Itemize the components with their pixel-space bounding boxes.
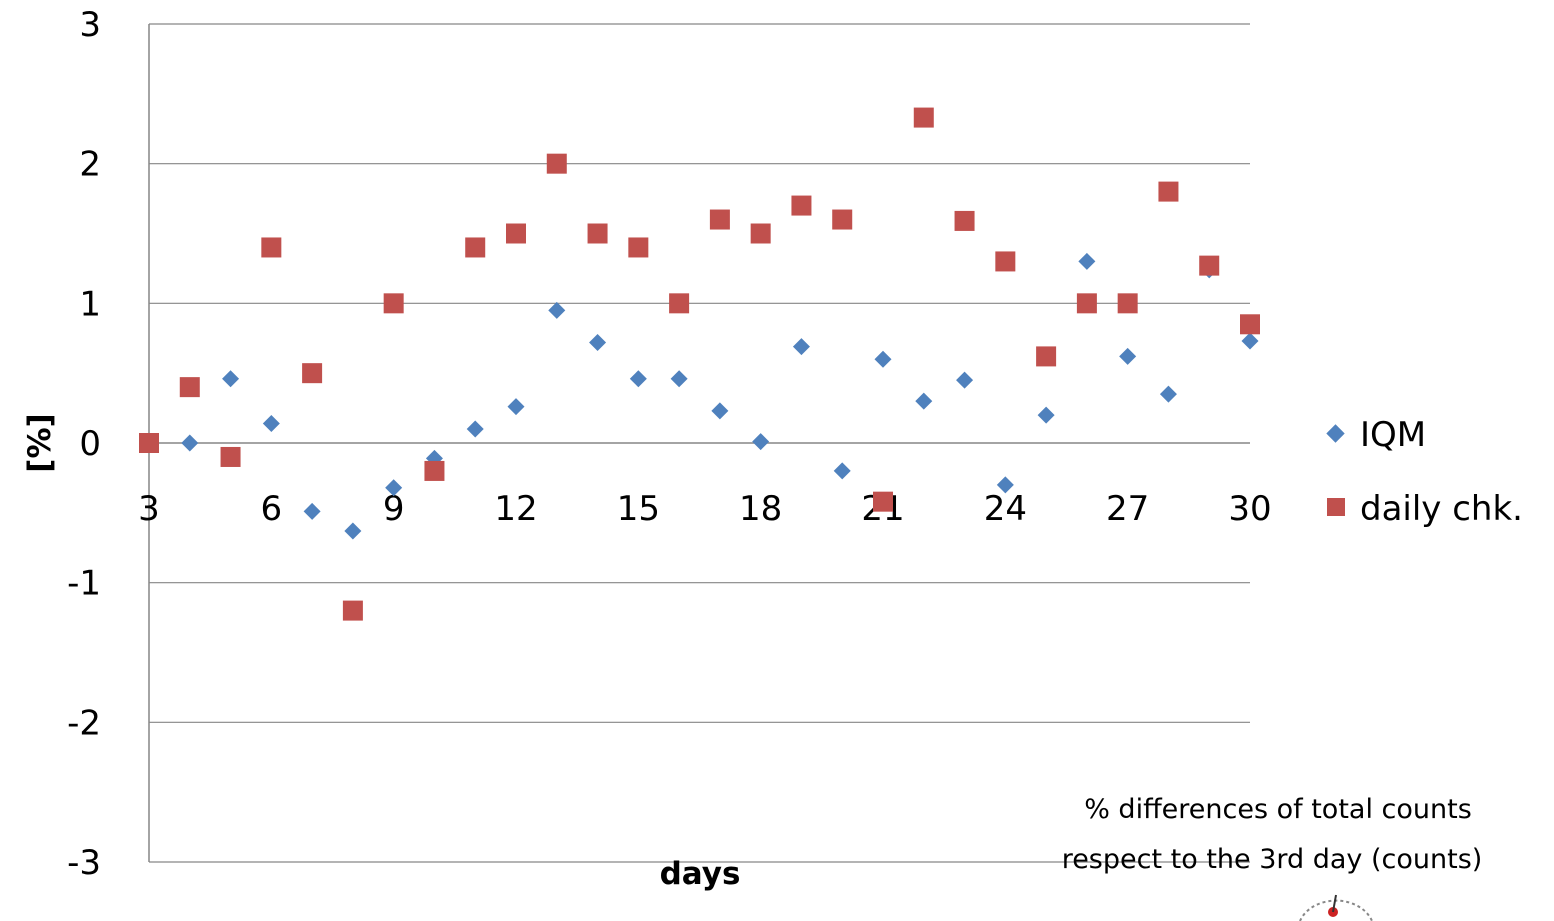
iqm-point [711, 402, 728, 419]
x-tick-label: 3 [138, 489, 160, 529]
iqm-point [222, 370, 239, 387]
caption-line-2: respect to the 3rd day (counts) [1062, 844, 1483, 875]
daily-chk-point [506, 224, 526, 244]
iqm-point [344, 522, 361, 539]
legend-label-daily-chk: daily chk. [1360, 489, 1523, 529]
iqm-point [793, 338, 810, 355]
daily-chk-point [832, 210, 852, 230]
data-points [139, 108, 1260, 621]
y-tick-label: 0 [79, 424, 101, 464]
iqm-point [1160, 386, 1177, 403]
daily-chk-point [221, 447, 241, 467]
y-tick-label: -3 [67, 843, 101, 883]
daily-chk-point [1118, 293, 1138, 313]
y-tick-label: 3 [79, 5, 101, 45]
iqm-point [956, 372, 973, 389]
daily-chk-point [1199, 256, 1219, 276]
daily-chk-point [384, 293, 404, 313]
iqm-point [508, 398, 525, 415]
daily-chk-point [914, 108, 934, 128]
iqm-point [1242, 333, 1259, 350]
legend-marker-iqm [1326, 424, 1344, 442]
legend-marker-daily-chk [1327, 498, 1345, 516]
x-tick-label: 18 [739, 489, 782, 529]
daily-chk-point [751, 224, 771, 244]
x-axis-title: days [660, 856, 741, 892]
caption: % differences of total counts respect to… [1062, 794, 1483, 875]
caption-line-1: % differences of total counts [1084, 794, 1472, 825]
y-tick-label: 1 [79, 284, 101, 324]
x-tick-label: 24 [984, 489, 1027, 529]
x-tick-label: 30 [1228, 489, 1271, 529]
daily-chk-point [588, 224, 608, 244]
iqm-point [1119, 348, 1136, 365]
x-tick-label: 6 [261, 489, 283, 529]
daily-chk-point [261, 237, 281, 257]
daily-chk-point [343, 601, 363, 621]
daily-chk-point [1036, 346, 1056, 366]
iqm-point [1038, 407, 1055, 424]
iqm-point [304, 503, 321, 520]
daily-chk-point [791, 196, 811, 216]
x-tick-label: 15 [617, 489, 660, 529]
x-tick-label: 27 [1106, 489, 1149, 529]
daily-chk-point [1077, 293, 1097, 313]
daily-chk-point [424, 461, 444, 481]
iqm-point [875, 351, 892, 368]
iqm-point [834, 462, 851, 479]
daily-chk-point [955, 211, 975, 231]
legend: IQM daily chk. [1326, 415, 1523, 529]
daily-chk-point [1158, 182, 1178, 202]
daily-chk-point [180, 377, 200, 397]
daily-chk-point [1240, 314, 1260, 334]
iqm-point [548, 302, 565, 319]
daily-chk-point [669, 293, 689, 313]
logo-fragment [1300, 895, 1372, 921]
daily-chk-point [873, 492, 893, 512]
iqm-point [630, 370, 647, 387]
iqm-point [467, 421, 484, 438]
daily-chk-point [302, 363, 322, 383]
iqm-point [915, 393, 932, 410]
legend-item-iqm: IQM [1326, 415, 1426, 455]
daily-chk-point [465, 237, 485, 257]
daily-chk-point [139, 433, 159, 453]
iqm-point [589, 334, 606, 351]
x-tick-label: 12 [494, 489, 537, 529]
daily-chk-point [710, 210, 730, 230]
daily-chk-point [995, 251, 1015, 271]
legend-label-iqm: IQM [1360, 415, 1426, 455]
series-daily-chk [139, 108, 1260, 621]
iqm-point [263, 415, 280, 432]
y-tick-label: -1 [67, 564, 101, 604]
daily-chk-point [628, 237, 648, 257]
iqm-point [1078, 253, 1095, 270]
legend-item-daily-chk: daily chk. [1327, 489, 1523, 529]
daily-chk-point [547, 154, 567, 174]
y-tick-label: 2 [79, 145, 101, 185]
iqm-point [671, 370, 688, 387]
y-tick-labels: 3 2 1 0 -1 -2 -3 [67, 5, 101, 883]
iqm-point [181, 435, 198, 452]
iqm-point [752, 433, 769, 450]
y-axis-title: [%] [22, 413, 58, 472]
y-tick-label: -2 [67, 703, 101, 743]
series-iqm [181, 253, 1258, 540]
